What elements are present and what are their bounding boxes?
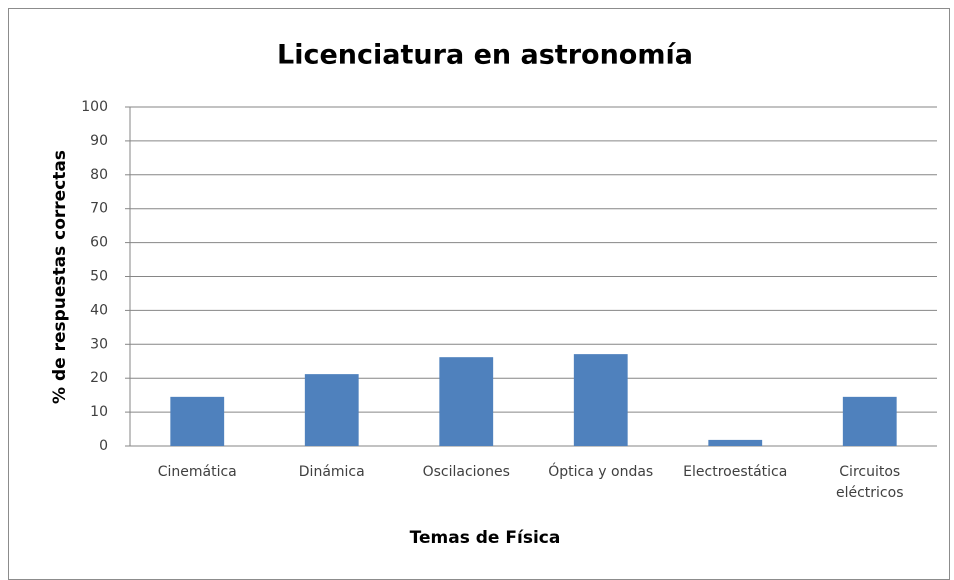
chart-frame <box>8 8 950 580</box>
x-tick-label: Cinemática <box>157 464 237 480</box>
x-tick-label: Dinámica <box>298 464 365 480</box>
bar <box>304 374 359 446</box>
chart-title: Licenciatura en astronomía <box>277 40 693 71</box>
y-tick-label: 30 <box>90 336 108 352</box>
y-tick-label: 60 <box>90 235 108 251</box>
y-tick-label: 50 <box>90 269 108 285</box>
x-tick-label: Oscilaciones <box>422 464 510 480</box>
bar <box>170 396 225 446</box>
bar <box>842 396 897 446</box>
bar <box>573 354 628 446</box>
y-axis-title: % de respuestas correctas <box>50 150 70 404</box>
y-tick-label: 20 <box>90 370 108 386</box>
x-tick-label: Electroestática <box>683 464 788 480</box>
y-tick-label: 10 <box>90 404 108 420</box>
x-tick-label: Circuitos eléctricos <box>835 464 904 501</box>
y-tick-label: 70 <box>90 201 108 217</box>
y-tick-label: 80 <box>90 167 108 183</box>
bar <box>708 439 763 446</box>
y-tick-label: 100 <box>81 99 108 115</box>
y-tick-label: 0 <box>99 438 108 454</box>
y-tick-label: 40 <box>90 302 108 318</box>
bar <box>439 357 494 446</box>
x-tick-label: Óptica y ondas <box>548 464 654 480</box>
x-axis-title: Temas de Física <box>410 528 561 548</box>
y-tick-label: 90 <box>90 133 108 149</box>
